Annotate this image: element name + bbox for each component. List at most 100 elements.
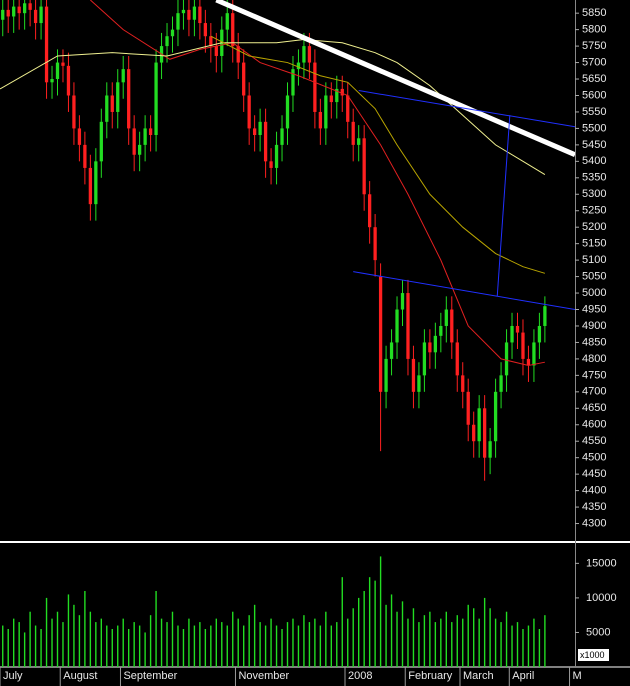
x-tick-label: 2008 [348,670,372,682]
x-tick-label: March [463,670,494,682]
y-tick-label: 5100 [582,254,606,266]
axes: 4300 4350 4400 4450 4500 4550 4600 4650 4700 4750… [0,7,617,686]
y-tick-label: 4600 [582,419,606,431]
candle-body [269,161,273,168]
price-panel [0,0,575,481]
moving-average [0,39,546,175]
y-tick-label: 5400 [582,155,606,167]
candle-body [362,138,366,195]
trend-line [358,90,575,128]
candle-body [138,144,142,155]
candle-body [285,95,290,129]
candle-body [77,128,82,145]
y-tick-label: 4550 [582,435,606,447]
candle-body [433,335,437,353]
candle-body [148,128,153,135]
y-tick-label: 4950 [582,303,606,315]
y-tick-label: 4450 [582,468,606,480]
x-tick-label: November [238,670,289,682]
y-tick-label: 5450 [582,139,606,151]
candle-body [515,325,520,333]
candle-body [296,62,301,70]
y-tick-label: 5550 [582,106,606,118]
y-tick-label: 5300 [582,188,606,200]
y-tick-label: 4500 [582,452,606,464]
candle-body [455,342,459,376]
candle-body [318,111,322,129]
candle-body [55,62,60,80]
candle-body [23,3,27,14]
candle-body [422,342,427,376]
candle-body [368,194,372,228]
y-tick-label: 4800 [582,353,606,365]
candle-body [526,358,531,366]
x-tick-label: July [3,670,23,682]
y-tick-label: 4400 [582,485,606,497]
volume-panel [2,556,546,667]
candle-body [335,88,339,103]
volume-tick-label: 5000 [586,626,610,638]
candle-body [110,95,114,112]
candle-body [302,46,306,63]
candle-body [504,342,509,376]
x-tick-label: September [123,670,177,682]
candle-body [28,3,32,10]
candle-body [406,293,410,359]
y-tick-label: 5750 [582,40,606,52]
candle-body [428,342,432,353]
candle-body [1,9,5,20]
candle-body [143,128,147,145]
y-tick-label: 4350 [582,501,606,513]
trend-line [496,115,511,297]
candle-body [274,144,279,168]
candle-body [176,13,180,30]
candle-body [439,325,443,336]
volume-tick-label: 10000 [586,592,617,604]
candle-body [543,306,547,326]
candle-body [307,46,312,63]
y-tick-label: 4300 [582,517,606,529]
y-tick-label: 4850 [582,336,606,348]
candle-body [12,6,16,17]
candle-body [510,325,514,343]
candle-body [493,391,498,442]
candle-body [532,342,536,366]
candle-body [225,13,229,30]
trend-line [215,0,575,158]
candle-body [236,46,240,63]
y-tick-label: 5500 [582,122,606,134]
candle-body [105,95,109,122]
y-tick-label: 5000 [582,287,606,299]
unit-box [578,649,609,661]
candle-body [378,276,383,392]
candle-body [346,95,350,122]
candle-body [192,6,197,20]
volume-unit: x1000 [580,650,605,660]
candle-body [263,121,268,162]
y-tick-label: 5150 [582,238,606,250]
candle-body [351,121,355,145]
candle-body [400,293,405,310]
candle-body [127,69,131,129]
candle-body [521,332,525,359]
candle-body [444,309,448,326]
candle-body [450,309,454,343]
candle-body [395,309,399,343]
y-tick-label: 4650 [582,402,606,414]
candle-body [231,13,235,47]
candle-body [50,79,54,83]
y-tick-label: 4700 [582,386,606,398]
y-tick-label: 5050 [582,270,606,282]
candle-body [389,342,394,359]
candle-body [313,62,317,112]
y-tick-label: 4900 [582,320,606,332]
candle-body [537,325,542,343]
candle-body [417,375,421,392]
candle-body [88,167,92,205]
candle-body [373,227,377,261]
y-tick-label: 5350 [582,172,606,184]
y-tick-label: 5800 [582,24,606,36]
candle-body [181,9,186,14]
x-tick-label: M [573,670,582,682]
